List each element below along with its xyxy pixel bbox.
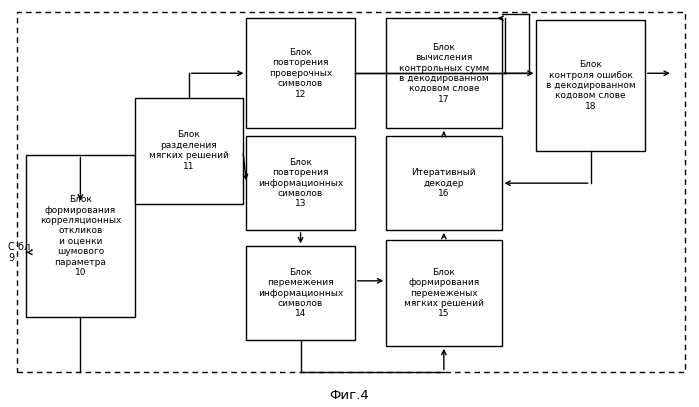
Text: Фиг.4: Фиг.4 xyxy=(330,389,369,402)
Text: Блок
контроля ошибок
в декодированном
кодовом слове
18: Блок контроля ошибок в декодированном ко… xyxy=(546,60,635,111)
Bar xyxy=(27,155,134,317)
Bar xyxy=(246,136,354,230)
Text: Блок
формирования
перемеженых
мягких решений
15: Блок формирования перемеженых мягких реш… xyxy=(404,268,484,318)
Text: Блок
повторения
проверочных
символов
12: Блок повторения проверочных символов 12 xyxy=(269,48,332,98)
Bar xyxy=(386,18,502,128)
Text: Блок
формирования
корреляционных
откликов
и оценки
шумового
параметра
10: Блок формирования корреляционных отклико… xyxy=(40,195,121,277)
Bar xyxy=(386,240,502,346)
Text: Блок
разделения
мягких решений
11: Блок разделения мягких решений 11 xyxy=(149,131,229,171)
Bar xyxy=(386,136,502,230)
Bar xyxy=(537,20,644,151)
Bar xyxy=(17,12,685,372)
Bar xyxy=(246,18,354,128)
Text: Блок
вычисления
контрольных сумм
в декодированном
кодовом слове
17: Блок вычисления контрольных сумм в декод… xyxy=(398,43,489,104)
Text: Блок
повторения
информационных
символов
13: Блок повторения информационных символов … xyxy=(258,158,343,208)
Text: С бл.
9: С бл. 9 xyxy=(8,241,34,263)
Bar xyxy=(134,98,243,204)
Text: Блок
перемежения
информационных
символов
14: Блок перемежения информационных символов… xyxy=(258,268,343,318)
Bar xyxy=(246,246,354,340)
Text: Итеративный
декодер
16: Итеративный декодер 16 xyxy=(412,168,476,198)
